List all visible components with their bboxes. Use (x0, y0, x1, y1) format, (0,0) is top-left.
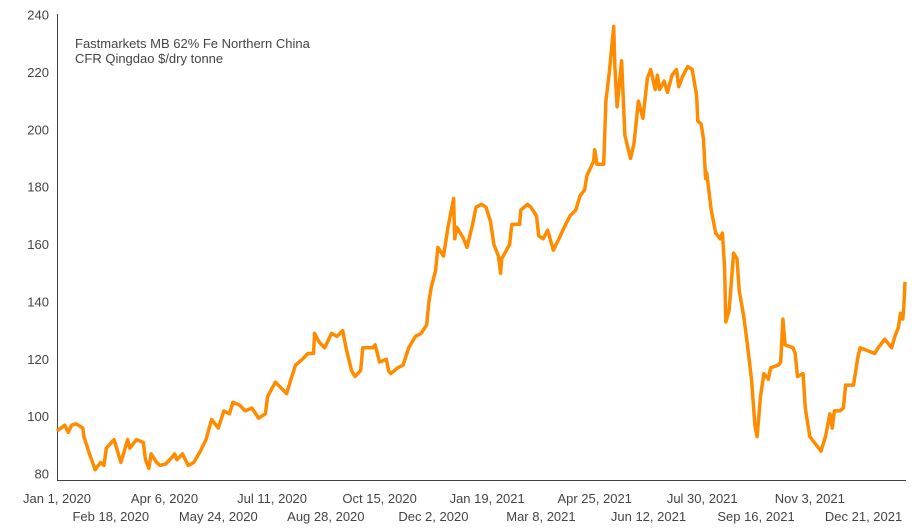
x-tick-label: May 24, 2020 (179, 509, 258, 524)
x-tick-label: Mar 8, 2021 (506, 509, 575, 524)
y-tick-label: 200 (27, 122, 49, 137)
chart-annotation-line-1: Fastmarkets MB 62% Fe Northern China (75, 36, 311, 51)
y-tick-label: 120 (27, 352, 49, 367)
y-axis-ticks: 80 100 120 140 160 180 200 220 240 (27, 8, 49, 482)
y-tick-label: 220 (27, 65, 49, 80)
y-tick-label: 180 (27, 180, 49, 195)
x-tick-label: Jan 1, 2020 (23, 491, 91, 506)
x-tick-label: Apr 25, 2021 (557, 491, 631, 506)
y-tick-label: 100 (27, 409, 49, 424)
x-tick-label: Aug 28, 2020 (287, 509, 364, 524)
x-tick-label: Sep 16, 2021 (717, 509, 794, 524)
x-tick-label: Apr 6, 2020 (131, 491, 198, 506)
y-tick-label: 80 (35, 467, 49, 482)
x-tick-label: Jul 30, 2021 (667, 491, 738, 506)
y-tick-label: 160 (27, 237, 49, 252)
chart-annotation-line-2: CFR Qingdao $/dry tonne (75, 51, 223, 66)
x-axis-ticks: Jan 1, 2020 Feb 18, 2020 Apr 6, 2020 May 24… (23, 491, 902, 524)
y-tick-label: 240 (27, 8, 49, 23)
x-tick-label: Jul 11, 2020 (237, 491, 307, 506)
x-tick-label: Oct 15, 2020 (342, 491, 416, 506)
x-tick-label: Feb 18, 2020 (72, 509, 149, 524)
x-tick-label: Jan 19, 2021 (450, 491, 525, 506)
price-series-line (55, 24, 907, 472)
x-tick-label: Nov 3, 2021 (775, 491, 845, 506)
x-tick-label: Dec 21, 2021 (825, 509, 902, 524)
x-tick-label: Jun 12, 2021 (611, 509, 686, 524)
y-tick-label: 140 (27, 294, 49, 309)
x-tick-label: Dec 2, 2020 (398, 509, 468, 524)
